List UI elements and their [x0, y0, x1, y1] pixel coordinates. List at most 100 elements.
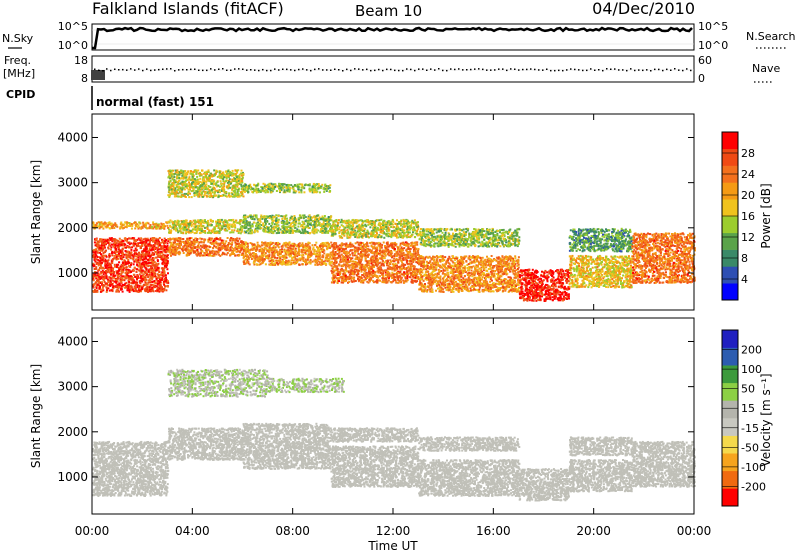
power-cell [180, 223, 183, 226]
power-cell [161, 225, 164, 228]
power-cell [175, 184, 178, 186]
power-cell [192, 186, 195, 188]
power-cell [130, 251, 133, 254]
power-cell [157, 274, 160, 277]
power-cell [205, 254, 208, 257]
power-cell [323, 215, 326, 217]
power-cell [95, 276, 98, 278]
power-cell [245, 220, 248, 223]
power-cell [150, 261, 153, 264]
power-cell [247, 258, 250, 261]
power-cell [221, 253, 223, 256]
power-cell [143, 276, 146, 279]
freq-point [270, 69, 272, 72]
power-cell [99, 282, 102, 284]
power-cell [211, 173, 214, 176]
power-cell [99, 285, 101, 288]
power-cell [291, 257, 294, 259]
power-cell [246, 246, 249, 249]
power-cell [132, 263, 135, 266]
power-cell [169, 186, 172, 189]
power-cell [135, 283, 137, 286]
power-cell [231, 169, 234, 172]
power-cell [93, 253, 95, 256]
power-cell [308, 253, 311, 256]
power-cell [242, 187, 245, 190]
power-cell [258, 248, 261, 251]
power-cell [316, 258, 319, 261]
power-cell [207, 238, 210, 241]
power-cell [94, 260, 97, 263]
power-cell [104, 258, 107, 261]
power-cell [314, 218, 317, 220]
power-cell [240, 172, 243, 175]
power-cell [191, 242, 194, 245]
power-cell [176, 177, 179, 180]
power-cell [142, 258, 144, 261]
power-cell [118, 283, 121, 286]
power-cell [200, 230, 203, 232]
power-cell [196, 250, 199, 253]
power-cell [238, 175, 241, 177]
power-cell [116, 284, 119, 286]
freq-point [130, 68, 132, 70]
power-cell [321, 230, 324, 232]
power-cell [204, 192, 207, 195]
power-cell [291, 251, 294, 253]
power-cell [323, 190, 326, 193]
power-cell [192, 189, 195, 192]
power-cell [158, 237, 161, 239]
power-cell [301, 263, 304, 266]
power-cell [205, 174, 207, 177]
power-cell [108, 255, 111, 257]
freq-point [454, 68, 456, 71]
power-cell [286, 219, 288, 222]
power-cell [137, 265, 140, 268]
power-cell [253, 247, 255, 250]
power-cell [169, 193, 172, 195]
power-cell [175, 189, 178, 192]
power-cell [95, 287, 98, 289]
power-cell [209, 194, 212, 197]
power-cell [251, 243, 254, 246]
power-cell [305, 245, 308, 248]
power-cell [207, 240, 210, 243]
power-cell [221, 227, 224, 230]
power-cell [197, 252, 200, 255]
power-cell [190, 183, 193, 186]
power-cell [209, 250, 211, 253]
power-cell [311, 230, 314, 233]
power-cell [320, 247, 323, 250]
freq-point [302, 68, 304, 70]
power-cell [288, 219, 291, 222]
freq-point [470, 68, 472, 71]
power-cell [215, 189, 218, 192]
power-cell [163, 248, 166, 251]
power-cell [119, 256, 122, 259]
power-cell [288, 221, 291, 224]
power-cell [252, 248, 255, 251]
power-cell [182, 240, 185, 243]
power-cell [182, 176, 185, 179]
power-cell [305, 261, 308, 264]
power-cell [259, 263, 262, 266]
power-cell [253, 260, 256, 263]
power-cell [180, 172, 183, 175]
power-cell [279, 259, 282, 262]
power-cell [195, 180, 198, 183]
power-cell [134, 227, 137, 230]
freq-point [570, 68, 572, 70]
power-cell [108, 289, 111, 292]
power-cell [110, 246, 113, 249]
cpid-mode: normal (fast) 151 [96, 95, 214, 109]
freq-point [686, 68, 688, 70]
power-cell [321, 225, 323, 228]
power-cell [247, 221, 250, 224]
power-cell [192, 244, 195, 246]
freq-frame [91, 55, 695, 83]
power-cell [133, 253, 136, 255]
power-cell [140, 227, 143, 230]
power-cell [191, 172, 194, 175]
power-cell [183, 180, 186, 183]
power-cell [196, 238, 199, 240]
